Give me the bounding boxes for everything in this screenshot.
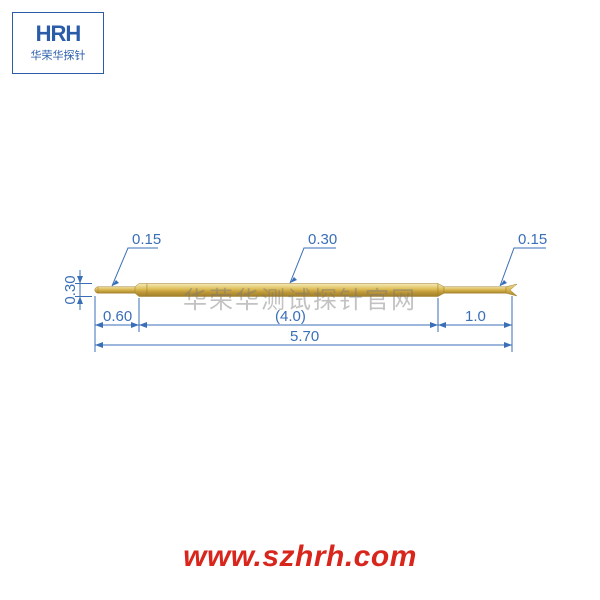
- pin-body: [147, 284, 438, 297]
- label-tail-diameter: 0.15: [518, 231, 547, 248]
- label-body-length: (4.0): [275, 308, 306, 325]
- label-overall-height: 0.30: [62, 275, 79, 304]
- label-tail-length: 1.0: [465, 308, 486, 325]
- pin-tail-shaft: [444, 287, 506, 293]
- website-url: www.szhrh.com: [0, 540, 600, 574]
- leader-body: [290, 248, 336, 283]
- logo-mark: HRH: [36, 23, 81, 45]
- label-body-diameter: 0.30: [308, 231, 337, 248]
- label-tip-diameter: 0.15: [132, 231, 161, 248]
- brand-logo: HRH 华荣华探针: [12, 12, 104, 74]
- label-tip-length: 0.60: [103, 308, 132, 325]
- pin-tail-crown: [506, 284, 517, 296]
- leader-tip: [112, 248, 158, 286]
- logo-subtitle: 华荣华探针: [31, 47, 86, 63]
- leader-tail: [500, 248, 546, 286]
- pin-shoulder-left: [135, 284, 147, 297]
- pin-technical-drawing: 0.15 0.30 0.15 0.30 0.60 (4.0) 1.0 5.70: [0, 230, 600, 370]
- pin-shoulder-right: [438, 284, 444, 297]
- label-total-length: 5.70: [290, 328, 319, 345]
- pin-tip-shaft: [98, 287, 139, 293]
